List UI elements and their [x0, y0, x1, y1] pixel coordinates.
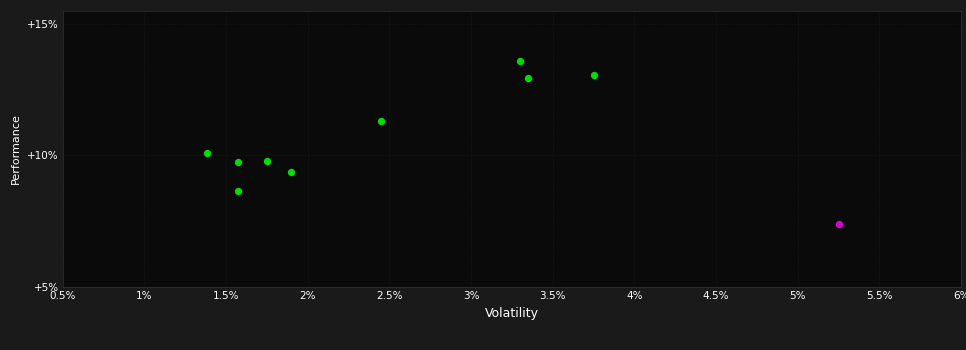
Point: [230, 188, 245, 194]
X-axis label: Volatility: Volatility: [485, 307, 539, 320]
Point: [586, 72, 602, 78]
Point: [512, 58, 527, 63]
Point: [284, 170, 299, 175]
Point: [521, 75, 536, 80]
Point: [199, 150, 214, 155]
Y-axis label: Performance: Performance: [12, 113, 21, 184]
Point: [831, 221, 846, 226]
Point: [374, 118, 389, 124]
Point: [230, 159, 245, 165]
Point: [259, 158, 274, 163]
